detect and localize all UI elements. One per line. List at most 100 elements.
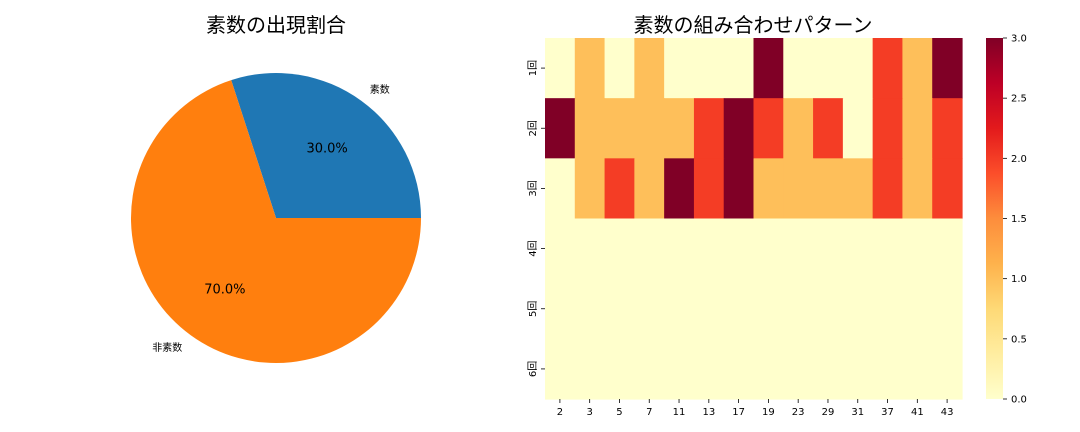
colorbar-tick-label: 0.0	[1011, 395, 1027, 406]
heatmap-cell	[723, 38, 755, 99]
heatmap-cell	[753, 158, 784, 220]
y-tick-label: 4回	[527, 240, 539, 256]
colorbar-tick-label: 3.0	[1011, 34, 1027, 45]
pie-title: 素数の出現割合	[206, 13, 346, 37]
heatmap-cell	[664, 218, 695, 280]
heatmap-cell	[932, 338, 963, 400]
colorbar-ticks: 0.0 0.5 1.0 1.5 2.0 2.5 3.0	[1003, 34, 1027, 406]
heatmap-cell	[693, 278, 725, 340]
heatmap-cell	[813, 38, 844, 99]
heatmap-cell	[664, 278, 695, 340]
heatmap-cell	[842, 158, 874, 220]
x-tick-label: 2	[557, 407, 563, 418]
pie-pct-label: 70.0%	[204, 282, 245, 297]
x-tick-label: 3	[586, 407, 592, 418]
heatmap-cell	[634, 218, 665, 280]
heatmap-cell	[753, 338, 784, 400]
heatmap-cell	[932, 278, 963, 340]
heatmap-cell	[872, 38, 904, 99]
heatmap-y-ticks: 1回 2回 3回 4回 5回 6回	[527, 60, 545, 377]
heatmap-cell	[545, 278, 576, 340]
heatmap-cell	[902, 278, 933, 340]
heatmap-cell	[723, 158, 755, 220]
heatmap-cell	[574, 338, 606, 400]
heatmap-cell	[693, 38, 725, 99]
heatmap-cell	[545, 218, 576, 280]
heatmap-cell	[574, 38, 606, 99]
heatmap-cell	[664, 98, 695, 159]
pie-chart: 素数の出現割合 素数 30.0% 非素数 70.0%	[131, 13, 421, 363]
heatmap-cell	[902, 98, 933, 159]
heatmap-cell	[604, 158, 635, 220]
heatmap-cell	[664, 338, 695, 400]
heatmap-cell	[723, 98, 755, 159]
heatmap-title: 素数の組み合わせパターン	[634, 13, 873, 37]
heatmap-cell	[723, 278, 755, 340]
heatmap-cell	[604, 98, 635, 159]
heatmap-cell	[902, 338, 933, 400]
heatmap-cell	[753, 38, 784, 99]
heatmap-cell	[902, 38, 933, 99]
y-tick-label: 2回	[527, 120, 539, 136]
heatmap-cell	[664, 158, 695, 220]
x-tick-label: 41	[911, 407, 924, 418]
heatmap-x-ticks: 2 3 5 7 11 13 17 19 23 29 31 37 41 43	[557, 399, 954, 418]
y-tick-label: 5回	[527, 301, 539, 317]
heatmap-cell	[604, 218, 635, 280]
heatmap-cell	[842, 98, 874, 159]
heatmap-cell	[783, 38, 814, 99]
heatmap-cell	[753, 278, 784, 340]
x-tick-label: 5	[616, 407, 622, 418]
heatmap-cell	[872, 278, 904, 340]
heatmap-cell	[693, 218, 725, 280]
heatmap-cell	[872, 158, 904, 220]
heatmap-cell	[693, 338, 725, 400]
heatmap-cell	[664, 38, 695, 99]
pie-slices	[131, 72, 421, 363]
heatmap-cell	[872, 338, 904, 400]
x-tick-label: 29	[822, 407, 835, 418]
heatmap-cell	[693, 158, 725, 220]
heatmap-cell	[783, 98, 814, 159]
heatmap-cell	[842, 38, 874, 99]
heatmap-cell	[932, 98, 963, 159]
colorbar	[986, 38, 1003, 399]
heatmap-cells	[545, 38, 963, 400]
y-tick-label: 6回	[527, 361, 539, 377]
heatmap-cell	[813, 98, 844, 159]
heatmap-cell	[872, 98, 904, 159]
x-tick-label: 17	[732, 407, 745, 418]
x-tick-label: 11	[673, 407, 686, 418]
heatmap-cell	[813, 158, 844, 220]
heatmap-cell	[902, 158, 933, 220]
heatmap-cell	[902, 218, 933, 280]
heatmap-cell	[634, 338, 665, 400]
colorbar-tick-label: 2.5	[1011, 94, 1027, 105]
pie-labels: 素数 30.0% 非素数 70.0%	[152, 83, 390, 354]
colorbar-tick-label: 0.5	[1011, 334, 1027, 345]
heatmap-cell	[783, 338, 814, 400]
heatmap-cell	[574, 158, 606, 220]
heatmap-cell	[723, 338, 755, 400]
heatmap-cell	[813, 338, 844, 400]
heatmap-cell	[723, 218, 755, 280]
heatmap-cell	[842, 278, 874, 340]
x-tick-label: 43	[941, 407, 954, 418]
heatmap-cell	[574, 218, 606, 280]
heatmap-cell	[545, 98, 576, 159]
pie-slice-label: 素数	[370, 83, 390, 96]
heatmap-cell	[753, 218, 784, 280]
heatmap-cell	[545, 158, 576, 220]
heatmap-cell	[842, 218, 874, 280]
heatmap-cell	[842, 338, 874, 400]
pie-pct-label: 30.0%	[306, 142, 347, 157]
heatmap-cell	[604, 338, 635, 400]
y-tick-label: 3回	[527, 180, 539, 196]
heatmap-cell	[604, 38, 635, 99]
heatmap-cell	[545, 338, 576, 400]
x-tick-label: 19	[762, 407, 775, 418]
heatmap-cell	[753, 98, 784, 159]
heatmap-cell	[813, 218, 844, 280]
heatmap-cell	[574, 98, 606, 159]
